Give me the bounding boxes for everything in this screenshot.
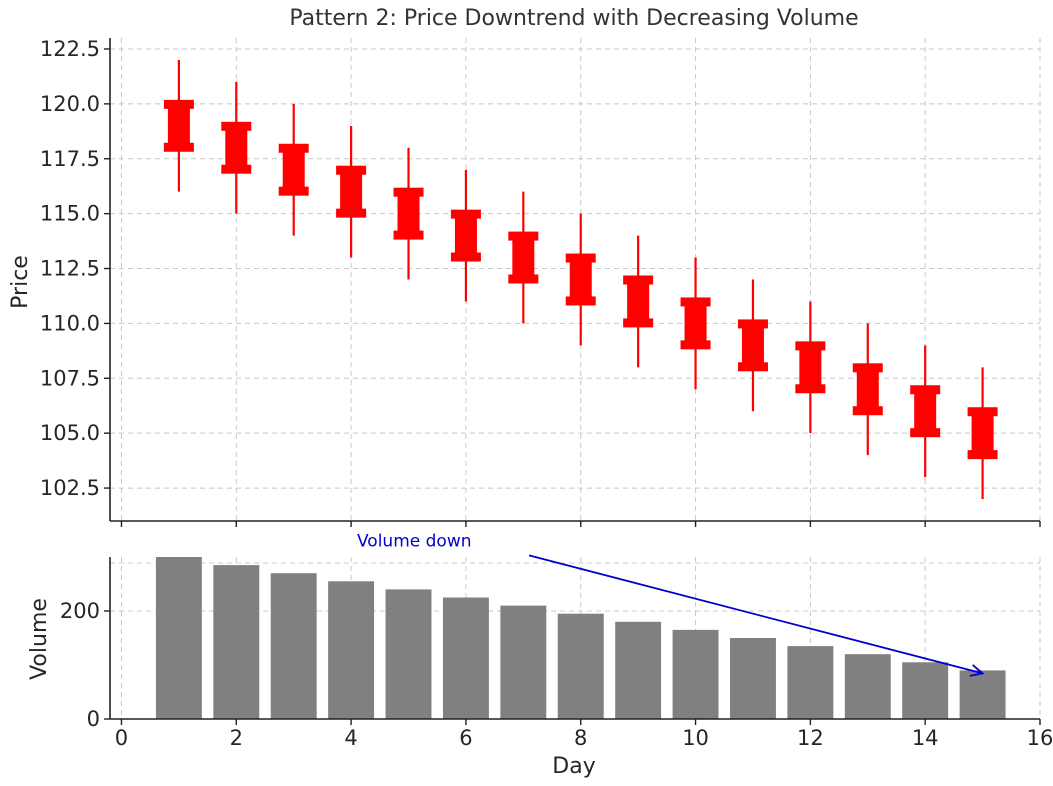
- volume-x-tick-label: 2: [230, 726, 243, 750]
- price-candle: [795, 301, 826, 434]
- candle-close-cap: [508, 274, 539, 284]
- volume-x-tick-label: 16: [1027, 726, 1053, 750]
- volume-bar: [959, 670, 1006, 719]
- price-candle: [336, 125, 367, 258]
- volume-annotation: Volume down: [357, 531, 985, 677]
- price-candle: [450, 169, 481, 302]
- price-y-tick-label: 105.0: [40, 421, 100, 445]
- candle-close-cap: [680, 340, 711, 350]
- candle-body: [856, 367, 879, 412]
- volume-bar: [615, 621, 662, 719]
- price-candle: [910, 345, 941, 478]
- chart-title: Pattern 2: Price Downtrend with Decreasi…: [289, 6, 858, 31]
- candle-close-cap: [623, 318, 654, 328]
- price-y-axis-title: Price: [8, 255, 33, 309]
- volume-bar: [557, 613, 604, 719]
- volume-x-tick-label: 12: [797, 726, 824, 750]
- price-candle: [565, 213, 596, 346]
- candle-body: [971, 411, 994, 456]
- candle-body: [397, 191, 420, 236]
- price-y-tick-label: 110.0: [40, 311, 100, 335]
- volume-axes: [109, 557, 1040, 720]
- candle-body: [799, 345, 822, 390]
- volume-bar: [500, 605, 547, 719]
- price-y-tick-label: 107.5: [40, 366, 100, 390]
- candle-body: [569, 257, 592, 302]
- price-x-ticks: [120, 521, 1041, 527]
- volume-x-tick-label: 6: [459, 726, 472, 750]
- price-candle: [737, 279, 768, 412]
- price-candle: [393, 147, 424, 280]
- candle-close-cap: [737, 362, 768, 372]
- candle-body: [225, 125, 248, 170]
- candle-body: [454, 213, 477, 258]
- volume-y-ticks: 0 200: [60, 599, 110, 731]
- volume-x-ticks: 0 2 4 6 8 10 12 14 16: [115, 719, 1053, 750]
- volume-x-axis-title: Day: [552, 754, 595, 779]
- price-y-tick-label: 120.0: [40, 92, 100, 116]
- volume-bar: [442, 597, 489, 719]
- volume-y-tick-label: 200: [60, 599, 100, 623]
- candle-body: [167, 103, 190, 148]
- volume-bar: [672, 629, 719, 719]
- candle-body: [627, 279, 650, 324]
- price-gridlines: [110, 38, 1041, 521]
- volume-x-tick-label: 10: [682, 726, 709, 750]
- price-candle: [680, 257, 711, 390]
- price-candle: [967, 367, 998, 500]
- price-candle: [623, 235, 654, 368]
- volume-bar: [328, 581, 375, 719]
- price-y-tick-label: 115.0: [40, 202, 100, 226]
- volume-y-axis-title: Volume: [27, 598, 52, 680]
- price-candle: [278, 103, 309, 236]
- candle-close-cap: [278, 186, 309, 196]
- price-y-tick-label: 112.5: [40, 257, 100, 281]
- candle-close-cap: [795, 384, 826, 394]
- volume-bar: [270, 573, 317, 719]
- price-y-tick-label: 117.5: [40, 147, 100, 171]
- candle-close-cap: [221, 164, 252, 174]
- price-candle: [852, 323, 883, 456]
- candle-body: [340, 169, 363, 214]
- volume-bar: [385, 589, 432, 719]
- volume-bars: [155, 557, 1006, 719]
- candle-close-cap: [852, 406, 883, 416]
- price-candle: [221, 81, 252, 214]
- candle-close-cap: [450, 252, 481, 262]
- candle-close-cap: [336, 208, 367, 218]
- volume-bar: [787, 646, 834, 719]
- volume-y-tick-label: 0: [87, 707, 100, 731]
- price-y-tick-label: 122.5: [40, 37, 100, 61]
- volume-x-tick-label: 14: [912, 726, 939, 750]
- volume-bar: [155, 557, 202, 719]
- price-candle: [163, 59, 194, 192]
- candle-body: [512, 235, 535, 280]
- candle-close-cap: [565, 296, 596, 306]
- candle-close-cap: [163, 142, 194, 152]
- volume-annotation-arrow-line: [528, 554, 983, 675]
- price-candles: [163, 59, 998, 500]
- volume-bar: [902, 662, 949, 719]
- volume-bar: [844, 654, 891, 719]
- candle-body: [282, 147, 305, 192]
- price-y-ticks: 102.5 105.0 107.5 110.0 112.5 115.0 117.5 120.0…: [40, 37, 110, 500]
- price-axes: [109, 38, 1040, 522]
- price-y-tick-label: 102.5: [40, 476, 100, 500]
- volume-bar: [730, 638, 776, 719]
- candle-body: [684, 301, 707, 346]
- volume-x-tick-label: 4: [344, 726, 357, 750]
- volume-x-tick-label: 0: [115, 726, 128, 750]
- volume-annotation-text: Volume down: [357, 531, 472, 551]
- candle-close-cap: [393, 230, 424, 240]
- candle-close-cap: [910, 428, 941, 438]
- candle-body: [914, 389, 937, 434]
- price-candle: [508, 191, 539, 324]
- candle-body: [741, 323, 764, 368]
- volume-annotation-arrowhead: [969, 664, 985, 677]
- candle-close-cap: [967, 450, 998, 460]
- volume-bar: [213, 565, 260, 719]
- volume-x-tick-label: 8: [574, 726, 587, 750]
